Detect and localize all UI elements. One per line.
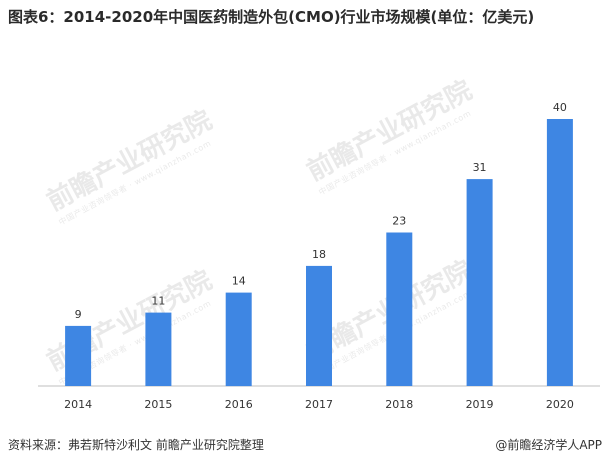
bar-2017 (306, 265, 332, 386)
source-note: 资料来源：弗若斯特沙利文 前瞻产业研究院整理 (8, 438, 264, 452)
data-label-2019: 31 (473, 161, 487, 174)
data-label-2017: 18 (312, 248, 326, 261)
chart-title: 图表6：2014-2020年中国医药制造外包(CMO)行业市场规模(单位：亿美元… (8, 8, 535, 26)
x-tick-label-2014: 2014 (64, 398, 92, 411)
data-label-2016: 14 (232, 275, 246, 288)
bar-2015 (145, 312, 172, 386)
x-tick-label-2019: 2019 (466, 398, 494, 411)
data-label-2018: 23 (392, 215, 406, 228)
x-tick-label-2018: 2018 (385, 398, 413, 411)
data-label-2020: 40 (553, 101, 567, 114)
bar-2016 (225, 292, 252, 387)
x-tick-label-2016: 2016 (225, 398, 253, 411)
data-label-2015: 11 (151, 295, 165, 308)
x-tick-label-2020: 2020 (546, 398, 574, 411)
brand-label: @前瞻经济学人APP (495, 438, 602, 452)
bar-2018 (386, 232, 413, 386)
bar-2014 (65, 325, 92, 386)
x-tick-label-2017: 2017 (305, 398, 333, 411)
data-label-2014: 9 (75, 308, 82, 321)
x-tick-label-2015: 2015 (144, 398, 172, 411)
bar-2019 (466, 179, 493, 386)
bar-2020 (546, 119, 573, 386)
